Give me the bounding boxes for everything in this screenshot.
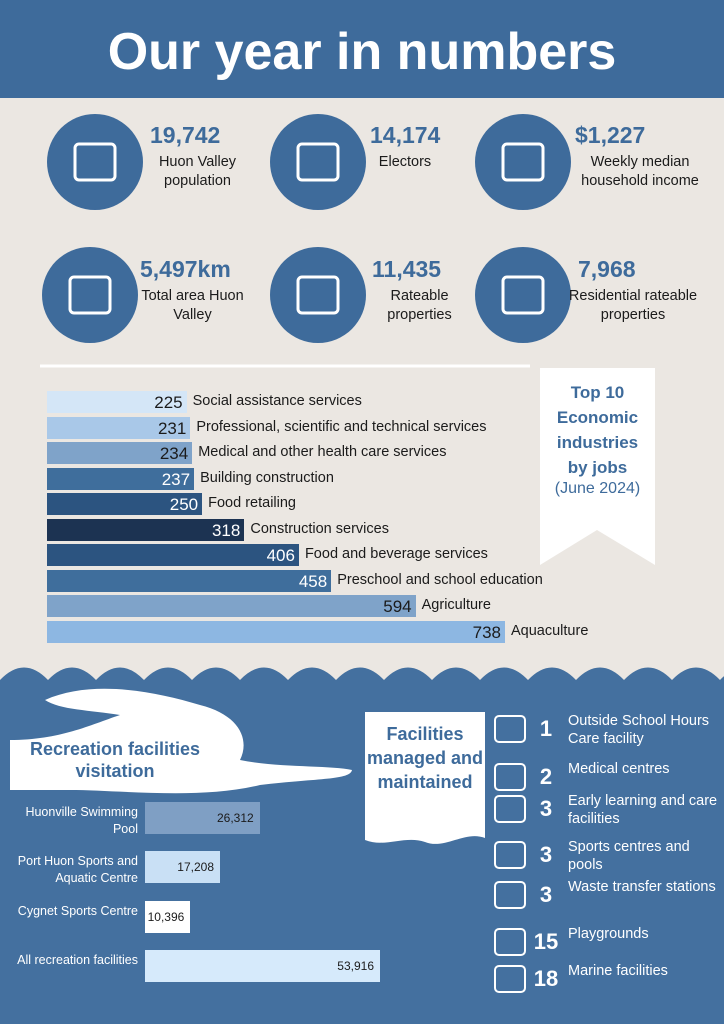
bar-value: 26,312	[216, 811, 254, 825]
facility-count: 1	[539, 716, 553, 741]
stat-label: Electors	[378, 154, 432, 170]
bar	[47, 569, 332, 592]
facility-count: 15	[533, 929, 559, 954]
ribbon	[540, 368, 655, 565]
stat-circle	[475, 247, 571, 343]
stat-icon	[501, 142, 545, 182]
title: Our year in numbers	[107, 23, 617, 81]
bar-value: 594	[383, 597, 412, 616]
bar-label: Building construction	[200, 469, 334, 486]
bar	[145, 802, 260, 834]
bar	[47, 467, 195, 490]
bar	[47, 416, 191, 439]
facility-label: Waste transfer stations	[568, 879, 716, 895]
bar-label: Port Huon Sports and Aquatic Centre	[17, 854, 138, 885]
bar-value: 237	[161, 469, 191, 489]
facility-label: Sports centres and pools	[568, 839, 690, 873]
stat-circle	[42, 247, 138, 343]
bar-label: Cygnet Sports Centre	[17, 904, 138, 918]
swimmer	[10, 688, 352, 794]
ribbon-title: Top 10 Economic industries by jobs	[556, 383, 639, 477]
bar-label: Food retailing	[208, 495, 296, 511]
stat-circle	[475, 114, 571, 210]
stat-circle	[47, 114, 143, 210]
facility-count: 3	[539, 796, 553, 821]
bar	[47, 442, 193, 464]
facility-icon	[494, 715, 526, 743]
stat-icon	[68, 275, 112, 315]
bar-value: 231	[157, 418, 187, 438]
stat-label: Weekly median household income	[581, 154, 699, 189]
stat-icon	[73, 142, 117, 182]
stat-value: 11,435	[372, 256, 442, 282]
bar-value: 17,208	[177, 860, 214, 874]
bar-value: 318	[211, 520, 241, 540]
bar-value: 234	[159, 444, 189, 463]
facility-label: Outside School Hours Care facility	[568, 713, 710, 747]
bar	[47, 595, 416, 617]
stat-label: Huon Valley population	[158, 154, 237, 189]
stat-circle	[270, 114, 366, 210]
stat-value: 14,174	[370, 122, 441, 148]
bar-label: Huonville Swimming Pool	[25, 805, 138, 836]
bar	[145, 901, 191, 933]
bar	[145, 950, 380, 982]
facility-icon	[494, 841, 526, 869]
bar	[47, 518, 245, 541]
bar-value: 406	[266, 546, 295, 565]
facility-icon	[494, 965, 526, 993]
stat-value: 19,742	[150, 122, 221, 148]
bar-value: 738	[472, 622, 501, 642]
facility-label: Playgrounds	[568, 926, 649, 942]
facility-icon	[494, 763, 526, 791]
stat-value: 7,968	[578, 256, 636, 282]
bar	[145, 851, 220, 883]
bar-label: Aquaculture	[511, 622, 589, 639]
bar	[47, 544, 299, 566]
bar	[47, 391, 187, 413]
stat-icon	[296, 275, 340, 315]
bar	[47, 493, 203, 515]
facility-icon	[494, 881, 526, 909]
stat-icon	[296, 142, 340, 182]
facility-count: 3	[539, 882, 553, 907]
bar-label: Preschool and school education	[337, 571, 543, 588]
bar-label: Social assistance services	[192, 393, 362, 409]
facility-label: Marine facilities	[568, 963, 668, 979]
stat-label: Total area Huon Valley	[141, 288, 244, 323]
facility-icon	[494, 795, 526, 823]
bar-value: 458	[298, 571, 328, 591]
facility-label: Medical centres	[568, 761, 670, 777]
ribbon-subtitle: (June 2024)	[554, 480, 641, 497]
facility-label: Early learning and care facilities	[568, 793, 718, 827]
stat-value: 5,497km	[140, 256, 231, 282]
bar-label: Medical and other health care services	[198, 444, 447, 460]
facility-count: 3	[539, 842, 553, 867]
bar-label: Professional, scientific and technical s…	[196, 418, 487, 435]
stat-circle	[270, 247, 366, 343]
bar-value: 10,396	[147, 910, 185, 924]
bar-label: Construction services	[250, 520, 389, 537]
bar-value: 225	[154, 393, 183, 412]
stat-value: $1,227	[575, 122, 646, 148]
section-title: Recreation facilities visitation	[29, 739, 201, 781]
stat-label: Rateable properties	[387, 288, 452, 323]
stat-label: Residential rateable properties	[568, 288, 698, 323]
ribbon	[365, 712, 485, 844]
bar-label: Food and beverage services	[304, 546, 488, 562]
ribbon-title: Facilities managed and maintained	[366, 724, 484, 792]
facility-icon	[494, 928, 526, 956]
stat-icon	[501, 275, 545, 315]
facility-count: 18	[533, 966, 559, 991]
bar-label: All recreation facilities	[17, 953, 138, 967]
bar-value: 250	[169, 495, 199, 514]
facility-count: 2	[539, 764, 553, 789]
bar	[47, 620, 505, 643]
bar-value: 53,916	[337, 959, 374, 973]
bar-label: Agriculture	[421, 597, 491, 613]
header-band	[0, 0, 724, 98]
